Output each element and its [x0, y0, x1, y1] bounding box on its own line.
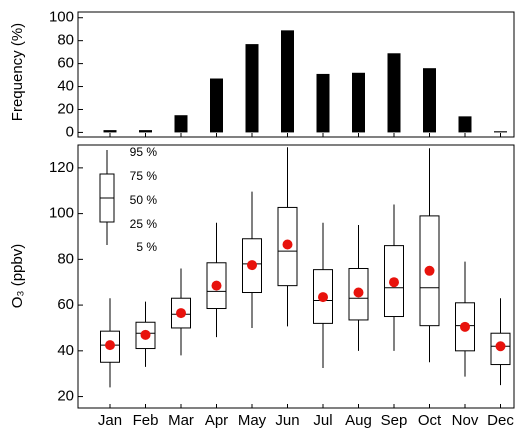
y-tick-label: 80	[57, 32, 74, 49]
x-tick-label: Jul	[313, 412, 332, 429]
y-tick-label: 120	[49, 159, 74, 176]
bar	[103, 130, 117, 133]
bar	[387, 53, 401, 133]
mean-dot	[389, 277, 399, 288]
mean-dot	[318, 292, 328, 303]
y-tick-label: 20	[57, 388, 74, 405]
x-tick-label: Oct	[418, 412, 442, 429]
y-tick-label: 40	[57, 78, 74, 95]
bar	[281, 30, 294, 133]
x-tick-label: Mar	[168, 412, 194, 429]
mean-dot	[424, 265, 435, 276]
legend-label: 75 %	[130, 169, 158, 183]
mean-dot	[176, 308, 186, 319]
mean-dot	[211, 280, 222, 291]
bar	[423, 68, 436, 133]
x-tick-label: Apr	[205, 412, 228, 429]
bar	[316, 73, 330, 133]
x-tick-label: Jun	[275, 412, 299, 429]
plot-frame	[77, 11, 515, 138]
y-tick-label: 100	[49, 9, 74, 26]
mean-dot	[282, 239, 293, 250]
mean-dot	[247, 260, 257, 271]
mean-dot	[495, 341, 506, 352]
y-tick-label: 0	[66, 123, 74, 140]
bar	[139, 130, 152, 133]
mean-dot	[460, 321, 470, 332]
x-tick-label: May	[238, 412, 267, 429]
y-tick-label: 60	[57, 55, 74, 72]
y-tick-label: 20	[57, 100, 74, 117]
x-tick-label: Jan	[98, 412, 122, 429]
legend-label: 5 %	[136, 240, 157, 254]
mean-dot	[140, 329, 151, 340]
bar	[494, 131, 507, 133]
mean-dot	[353, 287, 364, 298]
x-tick-label: Nov	[452, 412, 479, 429]
bar	[458, 116, 472, 133]
y-tick-label: 40	[57, 342, 74, 359]
legend-label: 25 %	[130, 217, 158, 231]
x-tick-label: Feb	[133, 412, 159, 429]
y-axis-label: O₃ (ppbv)	[9, 244, 26, 308]
y-tick-label: 100	[49, 205, 74, 222]
y-axis-label: Frequency (%)	[9, 23, 26, 121]
bar	[210, 78, 223, 133]
bar	[245, 44, 259, 133]
x-tick-label: Sep	[381, 412, 408, 429]
bar	[352, 72, 365, 133]
x-tick-label: Dec	[487, 412, 514, 429]
legend-label: 50 %	[130, 193, 158, 207]
y-tick-label: 80	[57, 250, 74, 267]
plot-frame	[77, 144, 515, 409]
bar	[174, 115, 188, 133]
mean-dot	[105, 340, 115, 351]
x-tick-label: Aug	[345, 412, 372, 429]
y-tick-label: 60	[57, 296, 74, 313]
legend-label: 95 %	[130, 145, 158, 159]
